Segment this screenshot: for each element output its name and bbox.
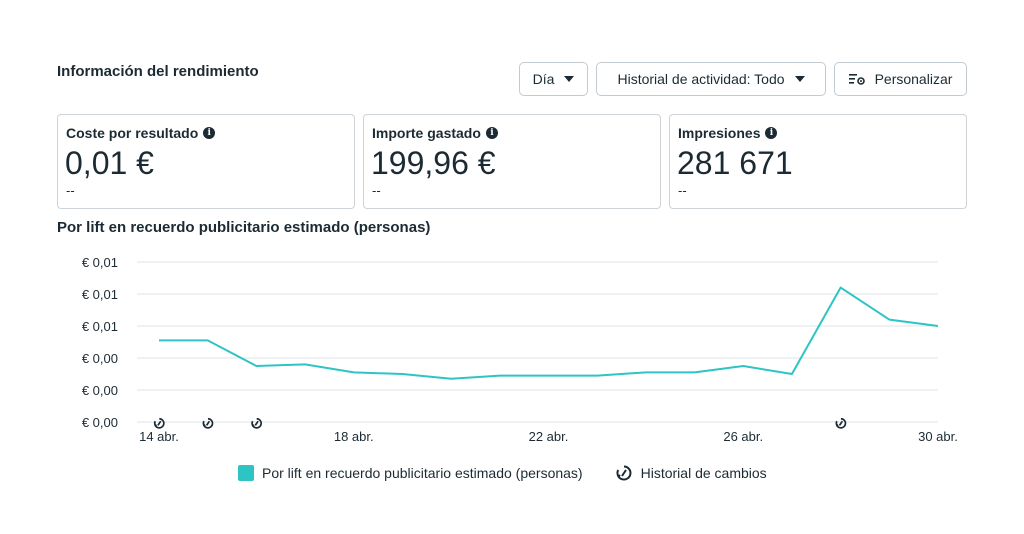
metric-label: Coste por resultado <box>66 125 199 141</box>
metric-card-impressions: Impresiones i 281 671 -- <box>669 114 967 209</box>
metric-card-amount-spent: Importe gastado i 199,96 € -- <box>363 114 661 209</box>
info-icon[interactable]: i <box>485 127 498 139</box>
info-icon[interactable]: i <box>203 127 216 139</box>
x-tick-label: 26 abr. <box>723 429 763 444</box>
legend-history-label: Historial de cambios <box>640 465 767 481</box>
change-history-icon <box>616 465 632 481</box>
y-tick-label: € 0,00 <box>82 351 118 366</box>
y-tick-label: € 0,01 <box>82 287 118 302</box>
period-dropdown-label: Día <box>532 71 555 87</box>
y-tick-label: € 0,00 <box>82 383 118 398</box>
y-tick-label: € 0,01 <box>82 255 118 270</box>
x-tick-label: 14 abr. <box>139 429 179 444</box>
metric-label-row: Coste por resultado i <box>66 125 216 141</box>
metric-comparison: -- <box>372 183 381 198</box>
customize-button[interactable]: Personalizar <box>834 62 967 96</box>
legend-swatch <box>238 465 254 481</box>
y-tick-label: € 0,01 <box>82 319 118 334</box>
x-tick-label: 22 abr. <box>529 429 569 444</box>
metric-card-cost-per-result: Coste por resultado i 0,01 € -- <box>57 114 355 209</box>
change-history-marker[interactable] <box>251 417 263 429</box>
metric-label: Impresiones <box>678 125 761 141</box>
metric-value: 281 671 <box>677 145 793 181</box>
info-icon[interactable]: i <box>765 127 778 139</box>
caret-down-icon <box>794 76 805 82</box>
metric-comparison: -- <box>66 183 75 198</box>
metric-label-row: Importe gastado i <box>372 125 498 141</box>
change-history-marker[interactable] <box>153 417 165 429</box>
activity-history-label: Historial de actividad: Todo <box>617 71 785 87</box>
legend-series-label: Por lift en recuerdo publicitario estima… <box>262 465 583 481</box>
period-dropdown[interactable]: Día <box>519 62 588 96</box>
chart-title: Por lift en recuerdo publicitario estima… <box>57 219 431 236</box>
series-line <box>159 286 939 380</box>
performance-line-chart: € 0,00 € 0,00 € 0,00 € 0,01 € 0,01 € 0,01 14 a… <box>82 255 958 444</box>
metric-label: Importe gastado <box>372 125 481 141</box>
change-history-marker[interactable] <box>835 417 847 429</box>
change-history-marker[interactable] <box>202 417 214 429</box>
customize-button-label: Personalizar <box>874 71 953 87</box>
caret-down-icon <box>564 76 575 82</box>
legend-item-series[interactable]: Por lift en recuerdo publicitario estima… <box>238 465 583 481</box>
x-tick-label: 18 abr. <box>334 429 374 444</box>
metric-value: 199,96 € <box>371 145 496 181</box>
section-title: Información del rendimiento <box>57 63 259 80</box>
customize-settings-icon <box>848 74 865 85</box>
activity-history-dropdown[interactable]: Historial de actividad: Todo <box>596 62 826 96</box>
metric-label-row: Impresiones i <box>678 125 778 141</box>
legend-item-change-history[interactable]: Historial de cambios <box>615 464 767 482</box>
metric-value: 0,01 € <box>65 145 154 181</box>
x-tick-label: 30 abr. <box>918 429 958 444</box>
metric-comparison: -- <box>678 183 687 198</box>
chart-legend: Por lift en recuerdo publicitario estima… <box>238 464 767 482</box>
y-tick-label: € 0,00 <box>82 415 118 430</box>
